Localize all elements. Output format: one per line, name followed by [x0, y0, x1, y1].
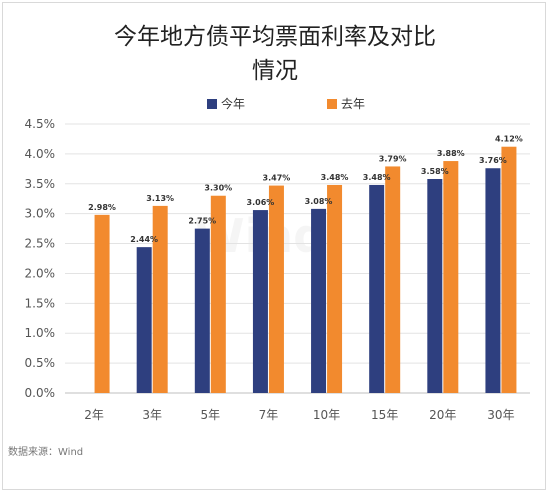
bar-last-year — [94, 214, 110, 393]
bar-last-year — [385, 166, 401, 393]
bar-this-year — [252, 210, 268, 393]
bar-this-year — [427, 178, 443, 393]
data-label: 3.06% — [247, 198, 275, 207]
x-tick-label: 20年 — [429, 408, 456, 422]
bar-this-year — [369, 184, 385, 393]
data-label: 3.88% — [437, 149, 465, 158]
data-label: 4.12% — [495, 135, 523, 144]
legend-swatch-last-year — [327, 99, 337, 109]
legend-label-this-year: 今年 — [221, 96, 245, 111]
y-tick-label: 1.0% — [25, 326, 56, 340]
x-tick-label: 3年 — [142, 408, 162, 422]
x-tick-label: 7年 — [259, 408, 279, 422]
y-tick-label: 0.0% — [25, 386, 56, 400]
x-tick-label: 2年 — [84, 408, 104, 422]
legend: 今年 去年 — [207, 96, 365, 111]
data-label: 3.48% — [363, 173, 391, 182]
data-label: 2.44% — [130, 235, 158, 244]
legend-label-last-year: 去年 — [341, 97, 365, 111]
bar-last-year — [210, 195, 226, 393]
y-axis-ticks: 0.0% 0.5% 1.0% 1.5% 2.0% 2.5% 3.0% 3.5% 4.0% 4.5% — [25, 117, 56, 400]
source-note: 数据来源：Wind — [8, 445, 83, 458]
data-labels: 2.98% 2.44% 3.13% 2.75% 3.30% 3.06% 3.47% 3.08%… — [88, 135, 523, 244]
x-tick-label: 15年 — [371, 408, 398, 422]
y-tick-label: 2.5% — [25, 237, 56, 251]
data-label: 3.47% — [263, 174, 291, 183]
data-label: 2.75% — [188, 217, 216, 226]
y-tick-label: 1.5% — [25, 296, 56, 310]
y-tick-label: 4.0% — [25, 147, 56, 161]
x-tick-label: 10年 — [313, 408, 340, 422]
bar-last-year — [152, 205, 168, 393]
bars — [94, 146, 517, 393]
chart-title-line-1: 今年地方债平均票面利率及对比 — [114, 24, 436, 50]
y-tick-label: 3.5% — [25, 177, 56, 191]
bar-this-year — [485, 168, 501, 393]
bar-last-year — [443, 161, 459, 393]
bar-last-year — [501, 146, 517, 393]
bar-this-year — [136, 247, 152, 393]
bar-last-year — [268, 185, 284, 393]
y-tick-label: 4.5% — [25, 117, 56, 131]
x-tick-label: 30年 — [487, 408, 514, 422]
x-axis-ticks: 2年 3年 5年 7年 10年 15年 20年 30年 — [84, 408, 514, 422]
y-tick-label: 3.0% — [25, 207, 56, 221]
data-label: 3.79% — [379, 154, 407, 163]
chart-title-line-2: 情况 — [252, 58, 298, 84]
legend-swatch-this-year — [207, 99, 217, 109]
data-label: 2.98% — [88, 203, 116, 212]
y-tick-label: 2.0% — [25, 266, 56, 280]
data-label: 3.30% — [204, 184, 232, 193]
bar-last-year — [327, 184, 343, 393]
x-tick-label: 5年 — [200, 408, 220, 422]
data-label: 3.48% — [321, 173, 349, 182]
data-label: 3.58% — [421, 167, 449, 176]
y-tick-label: 0.5% — [25, 356, 56, 370]
data-label: 3.08% — [305, 197, 333, 206]
data-label: 3.76% — [479, 156, 507, 165]
bar-this-year — [311, 208, 327, 393]
bar-this-year — [194, 228, 210, 393]
data-label: 3.13% — [146, 194, 174, 203]
